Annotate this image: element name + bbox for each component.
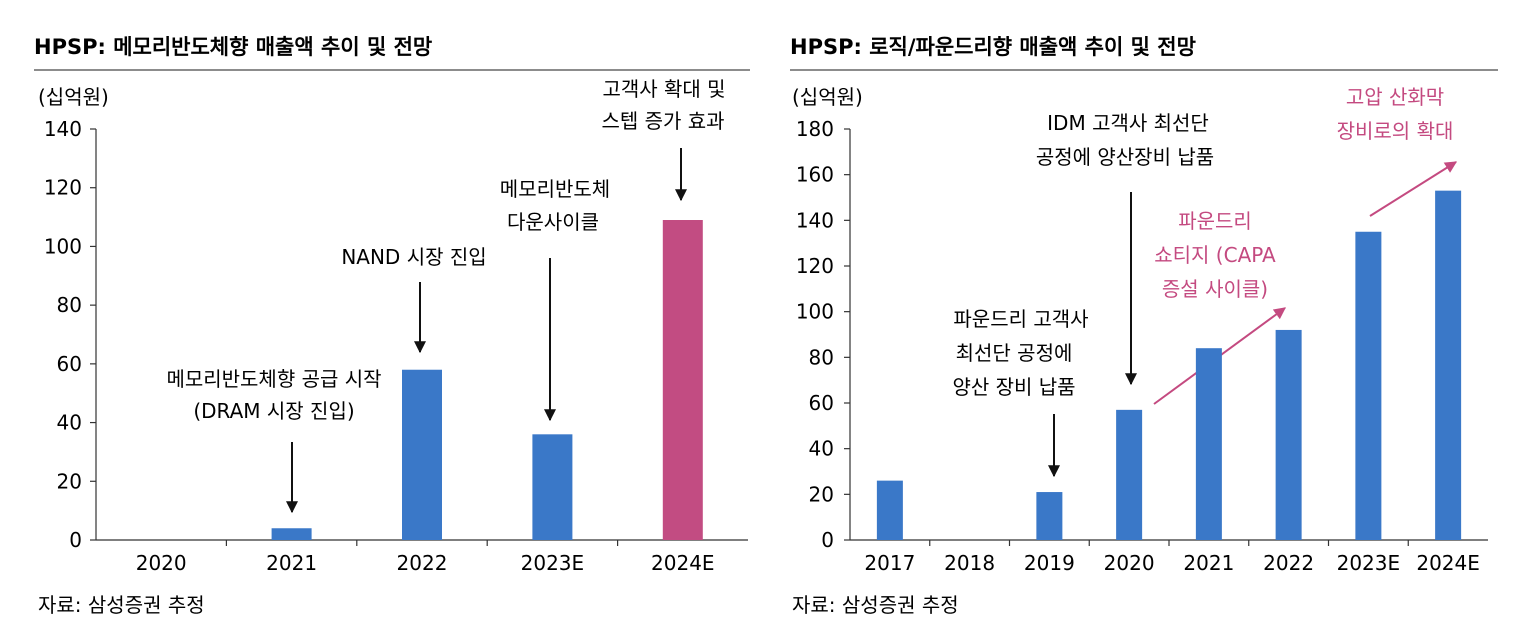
chart1-annotation-1-line-1: 메모리반도체향 공급 시작 xyxy=(166,367,381,391)
chart2-plot-area: 0 20 40 60 80 100 120 140 160 180 2017 2018 2019 2020… xyxy=(796,117,1488,575)
chart2-y-tick-label: 80 xyxy=(809,345,834,369)
chart2-x-tick-label: 2020 xyxy=(1104,551,1155,575)
chart2-y-tick-label: 160 xyxy=(796,163,834,187)
chart2-y-tick-label: 40 xyxy=(809,437,834,461)
chart2-annotation-2-line-2: 공정에 양산장비 납품 xyxy=(1036,145,1214,169)
chart1-y-tick-label: 120 xyxy=(44,176,82,200)
chart1-bar-2023E xyxy=(532,434,573,540)
chart2-x-tick-label: 2024E xyxy=(1416,551,1480,575)
chart1-y-tick-label: 140 xyxy=(44,117,82,141)
chart2-annotation-1-line-1: 파운드리 고객사 xyxy=(953,307,1088,331)
chart2-bar-2024E xyxy=(1435,190,1462,540)
chart1-x-tick-label: 2023E xyxy=(521,551,585,575)
chart2-title: HPSP: 로직/파운드리향 매출액 추이 및 전망 xyxy=(790,35,1196,59)
chart2-y-tick-label: 100 xyxy=(796,300,834,324)
chart2-annotation-4-line-2: 장비로의 확대 xyxy=(1337,119,1454,143)
chart2-annotation-1-line-2: 최선단 공정에 xyxy=(956,341,1073,365)
chart2-x-tick-label: 2022 xyxy=(1263,551,1314,575)
chart2-x-tick-label: 2023E xyxy=(1337,551,1401,575)
chart1-annotation-4-line-1: 고객사 확대 및 xyxy=(602,77,725,101)
chart2-bar-2021 xyxy=(1195,348,1222,540)
chart2-annotation-4-line-1: 고압 산화막 xyxy=(1346,85,1444,109)
chart1-y-tick-label: 0 xyxy=(69,528,82,552)
chart2-annotation-3-line-3: 증설 사이클) xyxy=(1162,277,1268,301)
chart2-arrow-4 xyxy=(1369,161,1458,217)
chart1-bar-2024E xyxy=(662,220,703,540)
chart2-bar-2017 xyxy=(876,480,903,540)
chart2-bar-2019 xyxy=(1036,492,1063,540)
chart1-y-tick-label: 80 xyxy=(57,293,82,317)
chart2-bar-2020 xyxy=(1116,409,1143,540)
chart2-y-tick-label: 60 xyxy=(809,391,834,415)
chart2-bar-2023E xyxy=(1355,231,1382,540)
chart1-bar-2021 xyxy=(271,528,312,540)
chart2-annotation-3-line-2: 쇼티지 (CAPA xyxy=(1154,243,1276,267)
chart1-y-tick-label: 20 xyxy=(57,469,82,493)
chart1-x-tick-label: 2024E xyxy=(651,551,715,575)
chart2-y-tick-label: 140 xyxy=(796,208,834,232)
chart1-y-tick-label: 60 xyxy=(57,352,82,376)
chart1-plot-area: 0 20 40 60 80 100 120 140 2020 2021 2022 2023E 2024E xyxy=(44,117,748,575)
chart1-annotation-3-line-2: 다운사이클 xyxy=(507,210,599,234)
chart1-annotation-3-line-1: 메모리반도체 xyxy=(500,177,610,201)
chart2-x-tick-label: 2019 xyxy=(1024,551,1075,575)
chart2-annotation-3-line-1: 파운드리 xyxy=(1178,209,1252,233)
chart2-x-tick-label: 2018 xyxy=(944,551,995,575)
chart1-annotation-1-line-2: (DRAM 시장 진입) xyxy=(193,399,354,423)
chart1-title: HPSP: 메모리반도체향 매출액 추이 및 전망 xyxy=(34,35,432,59)
chart1-source: 자료: 삼성증권 추정 xyxy=(38,593,205,617)
chart2-y-tick-label: 180 xyxy=(796,117,834,141)
chart2-bar-2022 xyxy=(1275,329,1302,540)
chart2-x-tick-label: 2017 xyxy=(864,551,915,575)
chart2-y-tick-label: 20 xyxy=(809,482,834,506)
chart1-annotation-2-line-1: NAND 시장 진입 xyxy=(341,245,486,269)
chart2-y-tick-label: 0 xyxy=(821,528,834,552)
chart2-y-tick-label: 120 xyxy=(796,254,834,278)
chart2-annotation-2-line-1: IDM 고객사 최선단 xyxy=(1047,111,1209,135)
chart1-x-tick-label: 2020 xyxy=(136,551,187,575)
chart2-x-tick-label: 2021 xyxy=(1183,551,1234,575)
chart2-annotation-1-line-3: 양산 장비 납품 xyxy=(952,375,1075,399)
chart1-annotation-4-line-2: 스텝 증가 효과 xyxy=(601,109,724,133)
chart1-x-tick-label: 2022 xyxy=(397,551,448,575)
chart1-x-tick-label: 2021 xyxy=(266,551,317,575)
chart1-unit-label: (십억원) xyxy=(38,85,109,109)
chart2-source: 자료: 삼성증권 추정 xyxy=(792,593,959,617)
chart1-y-tick-label: 40 xyxy=(57,411,82,435)
chart1-bar-2022 xyxy=(402,369,442,540)
chart2-unit-label: (십억원) xyxy=(792,85,863,109)
chart1-y-tick-label: 100 xyxy=(44,234,82,258)
